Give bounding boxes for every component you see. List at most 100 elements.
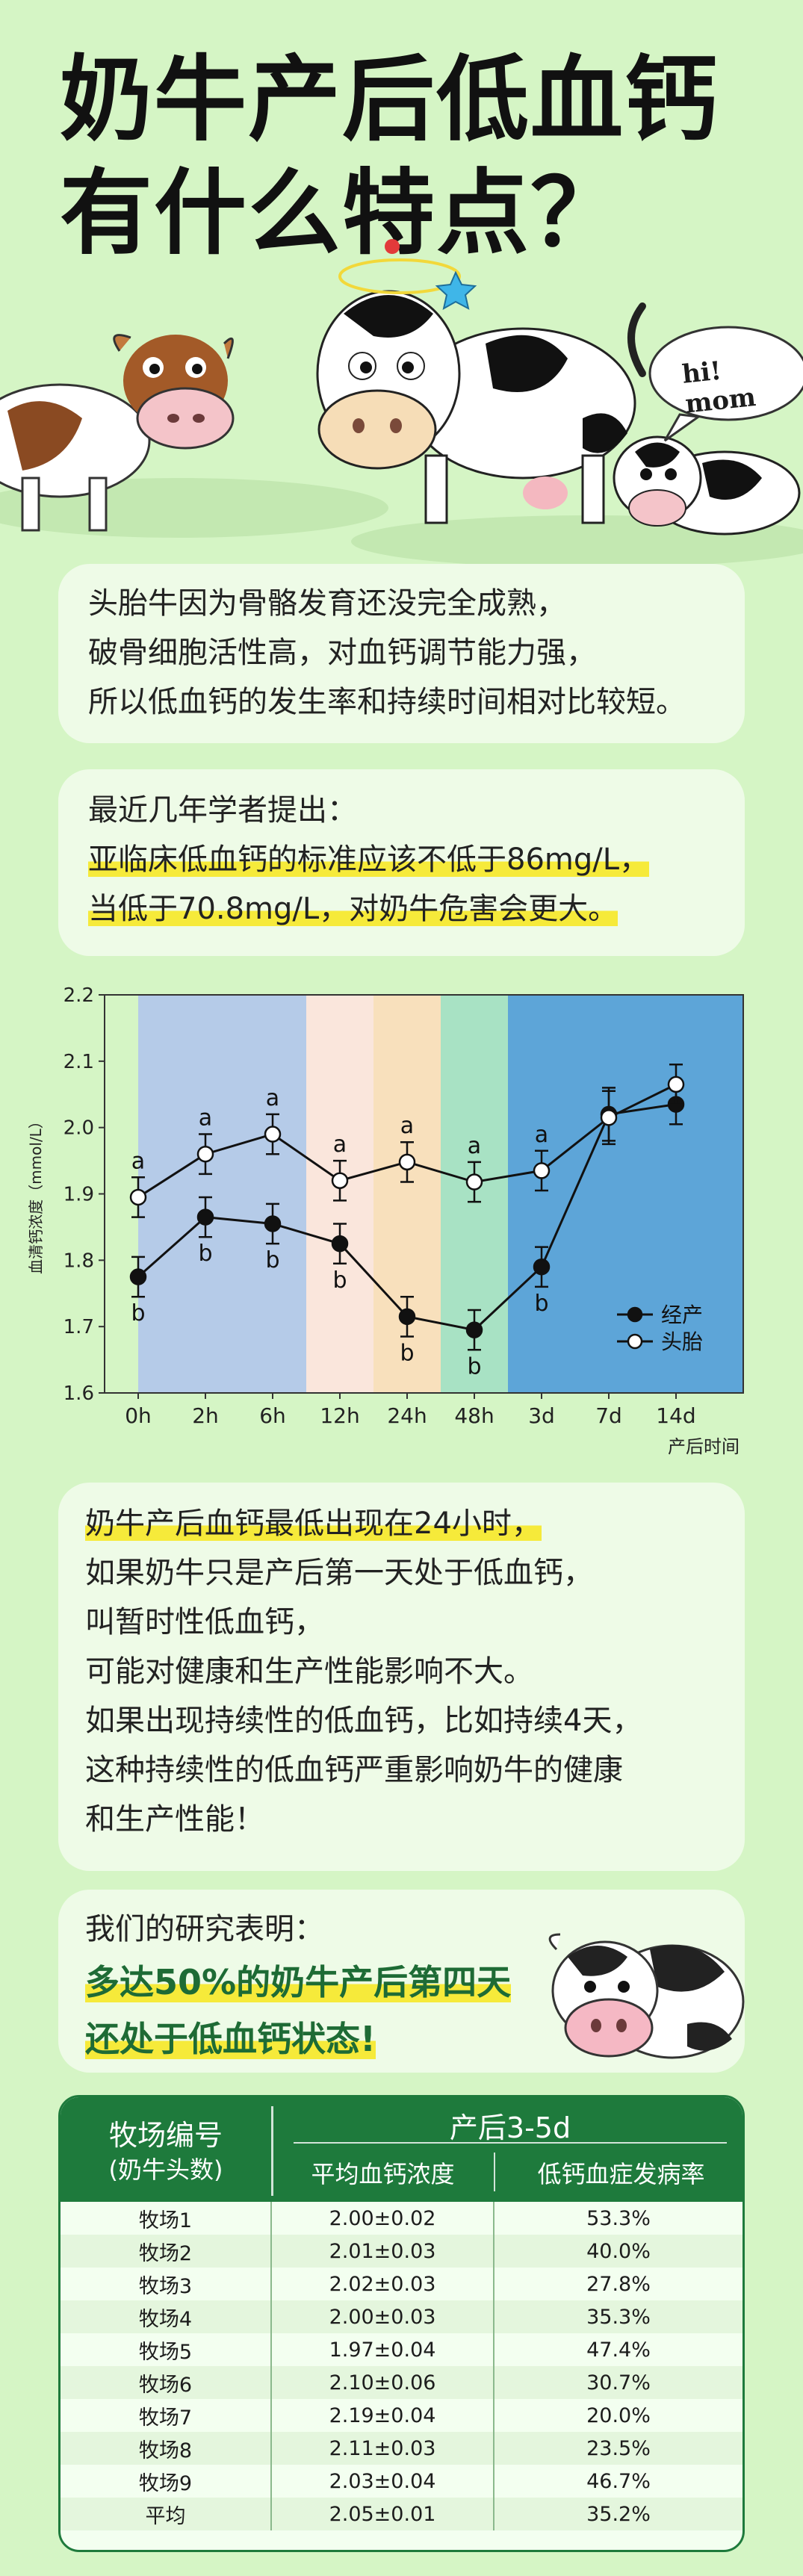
significance-label: a	[535, 1122, 548, 1148]
header-farm-sub: (奶牛头数)	[108, 2156, 223, 2184]
significance-label: a	[468, 1133, 481, 1159]
chart-band	[508, 995, 743, 1393]
avg-calcium-cell: 1.97±0.04	[271, 2333, 494, 2366]
data-point	[264, 1215, 282, 1232]
significance-label: a	[266, 1085, 279, 1111]
x-tick-label: 7d	[595, 1403, 622, 1428]
significance-label: b	[400, 1340, 414, 1366]
farm-name-cell: 牧场8	[61, 2432, 272, 2465]
table-row: 牧场4 2.00±0.03 35.3%	[61, 2300, 742, 2333]
x-tick-label: 2h	[192, 1403, 219, 1428]
card4-highlight-line-2: 还处于低血钙状态!	[85, 2019, 376, 2059]
significance-label: b	[534, 1291, 548, 1317]
incidence-cell: 27.8%	[494, 2268, 742, 2300]
info-card-2: 最近几年学者提出： 亚临床低血钙的标准应该不低于86mg/L， 当低于70.8m…	[58, 769, 745, 956]
legend-label: 头胎	[661, 1329, 703, 1354]
header-farm-id: 牧场编号	[108, 2119, 223, 2152]
farm-name-cell: 牧场5	[61, 2333, 272, 2366]
data-point	[667, 1076, 685, 1093]
farm-name-cell: 牧场2	[61, 2235, 272, 2268]
data-point	[600, 1109, 618, 1126]
card1-line-2: 破骨细胞活性高，对血钙调节能力强，	[88, 636, 596, 670]
farm-name-cell: 牧场1	[61, 2202, 272, 2235]
table-body: 牧场1 2.00±0.02 53.3% 牧场2 2.01±0.03 40.0% 牧场3 2.0…	[61, 2202, 742, 2530]
card2-lead: 最近几年学者提出：	[88, 793, 357, 828]
card3-line-3: 叫暂时性低血钙，	[85, 1605, 324, 1639]
significance-label: b	[332, 1267, 347, 1294]
avg-calcium-cell: 2.11±0.03	[271, 2432, 494, 2465]
data-point	[398, 1153, 416, 1171]
incidence-cell: 35.3%	[494, 2300, 742, 2333]
data-point	[331, 1235, 349, 1253]
incidence-cell: 46.7%	[494, 2465, 742, 2498]
significance-label: a	[400, 1113, 414, 1139]
significance-label: b	[131, 1300, 145, 1326]
page-title-line1: 奶牛产后低血钙	[60, 46, 719, 154]
legend-marker	[627, 1333, 643, 1350]
significance-label: b	[265, 1247, 279, 1273]
y-axis-label: 血清钙浓度（mmol/L）	[27, 1114, 45, 1274]
speech-bubble-text: hi! mom	[680, 356, 757, 420]
avg-calcium-cell: 2.00±0.02	[271, 2202, 494, 2235]
avg-calcium-cell: 2.02±0.03	[271, 2268, 494, 2300]
card1-line-3: 所以低血钙的发生率和持续时间相对比较短。	[88, 685, 686, 719]
header-period: 产后3-5d	[449, 2111, 571, 2144]
table-row: 牧场9 2.03±0.04 46.7%	[61, 2465, 742, 2498]
dazed-cow-illustration	[316, 239, 636, 524]
farm-name-cell: 牧场9	[61, 2465, 272, 2498]
table-row: 牧场1 2.00±0.02 53.3%	[61, 2202, 742, 2235]
incidence-cell: 35.2%	[494, 2498, 742, 2530]
avg-calcium-cell: 2.03±0.04	[271, 2465, 494, 2498]
y-tick-label: 2.1	[63, 1051, 94, 1073]
table-row: 牧场3 2.02±0.03 27.8%	[61, 2268, 742, 2300]
table-row: 牧场6 2.10±0.06 30.7%	[61, 2366, 742, 2399]
card4-lead: 我们的研究表明：	[85, 1912, 324, 1946]
table-row: 牧场7 2.19±0.04 20.0%	[61, 2399, 742, 2432]
cow-peeking-illustration	[548, 1933, 745, 2059]
incidence-cell: 23.5%	[494, 2432, 742, 2465]
info-card-3: 奶牛产后血钙最低出现在24小时， 如果奶牛只是产后第一天处于低血钙， 叫暂时性低…	[58, 1483, 745, 1871]
data-point	[129, 1268, 147, 1285]
card1-line-1: 头胎牛因为骨骼发育还没完全成熟，	[88, 586, 566, 621]
incidence-cell: 20.0%	[494, 2399, 742, 2432]
significance-label: b	[467, 1353, 481, 1379]
card2-highlight-line-1: 亚临床低血钙的标准应该不低于86mg/L，	[88, 842, 650, 877]
data-point	[129, 1188, 147, 1206]
x-tick-label: 12h	[320, 1403, 359, 1428]
incidence-cell: 47.4%	[494, 2333, 742, 2366]
farm-name-cell: 牧场4	[61, 2300, 272, 2333]
avg-calcium-cell: 2.00±0.03	[271, 2300, 494, 2333]
legend-label: 经产	[661, 1303, 703, 1327]
calf-illustration	[613, 302, 803, 536]
card3-highlight-line: 奶牛产后血钙最低出现在24小时，	[85, 1506, 542, 1541]
avg-calcium-cell: 2.10±0.06	[271, 2366, 494, 2399]
x-tick-label: 48h	[454, 1403, 494, 1428]
table-header: 牧场编号 (奶牛头数) 产后3-5d 平均血钙浓度 低钙血症发病率	[61, 2097, 742, 2202]
card3-line-2: 如果奶牛只是产后第一天处于低血钙，	[85, 1556, 593, 1590]
data-point	[533, 1162, 551, 1179]
data-point	[196, 1145, 214, 1163]
avg-calcium-cell: 2.05±0.01	[271, 2498, 494, 2530]
incidence-cell: 40.0%	[494, 2235, 742, 2268]
chart-band	[138, 995, 306, 1393]
x-tick-label: 0h	[125, 1403, 152, 1428]
card2-highlight-line-2: 当低于70.8mg/L，对奶牛危害会更大。	[88, 892, 618, 926]
card4-highlight-line-1: 多达50%的奶牛产后第四天	[85, 1962, 512, 2002]
farm-calcium-table: 牧场编号 (奶牛头数) 产后3-5d 平均血钙浓度 低钙血症发病率 牧场1 2.0…	[58, 2095, 745, 2552]
avg-calcium-cell: 2.01±0.03	[271, 2235, 494, 2268]
table-row: 平均 2.05±0.01 35.2%	[61, 2498, 742, 2530]
x-tick-label: 14d	[656, 1403, 695, 1428]
card3-line-4: 可能对健康和生产性能影响不大。	[85, 1654, 533, 1689]
card3-line-5: 如果出现持续性的低血钙，比如持续4天，	[85, 1704, 642, 1738]
x-axis-label: 产后时间	[668, 1436, 740, 1457]
significance-label: a	[131, 1148, 145, 1174]
y-tick-label: 2.2	[63, 984, 94, 1007]
x-tick-label: 24h	[387, 1403, 427, 1428]
page-title-line2: 有什么特点？	[60, 160, 625, 267]
x-tick-label: 6h	[259, 1403, 286, 1428]
card3-line-7: 和生产性能！	[85, 1802, 264, 1837]
brown-cow-illustration	[0, 334, 235, 532]
header-avg-calcium: 平均血钙浓度	[311, 2160, 455, 2188]
info-card-1: 头胎牛因为骨骼发育还没完全成熟， 破骨细胞活性高，对血钙调节能力强， 所以低血钙…	[58, 564, 745, 743]
data-point	[465, 1321, 483, 1338]
